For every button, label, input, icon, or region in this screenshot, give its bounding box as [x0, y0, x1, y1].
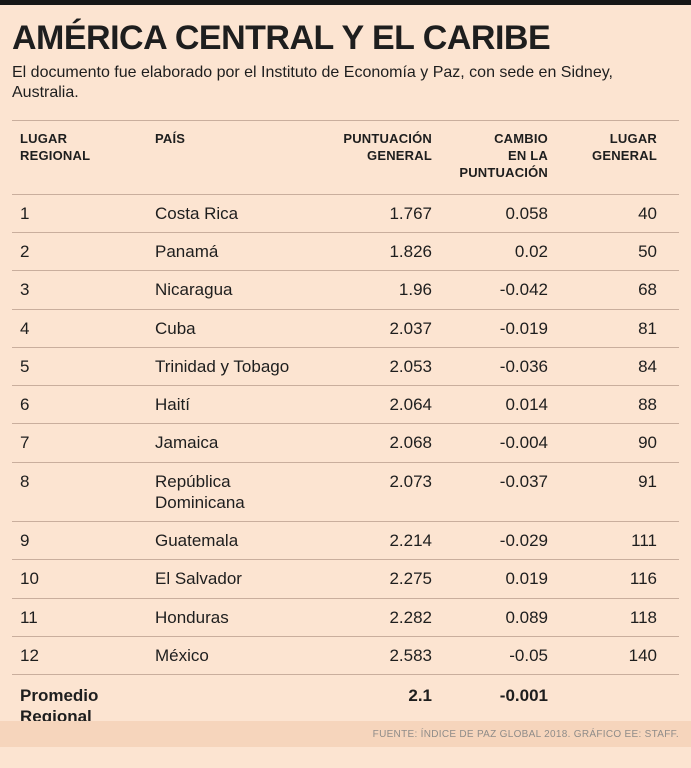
cell-global-rank: 90 [548, 423, 679, 463]
table-row: 8 República Dominicana 2.073 -0.037 91 [12, 462, 679, 523]
header-pais: PAÍS [147, 120, 317, 195]
cell-change: -0.05 [432, 636, 548, 676]
cell-score: 1.826 [317, 232, 432, 272]
table-row: 12 México 2.583 -0.05 140 [12, 636, 679, 676]
cell-global-rank: 84 [548, 347, 679, 387]
cell-global-rank: 140 [548, 636, 679, 676]
cell-change: -0.004 [432, 423, 548, 463]
source-text: FUENTE: ÍNDICE DE PAZ GLOBAL 2018. GRÁFI… [372, 728, 679, 740]
cell-country: Trinidad y Tobago [147, 347, 317, 387]
subtitle: El documento fue elaborado por el Instit… [12, 63, 613, 102]
cell-rank: 4 [12, 309, 147, 348]
cell-country: Costa Rica [147, 194, 317, 234]
source-bar: FUENTE: ÍNDICE DE PAZ GLOBAL 2018. GRÁFI… [0, 721, 691, 747]
header-puntuacion-general: PUNTUACIÓN GENERAL [317, 120, 432, 195]
table-row: 4 Cuba 2.037 -0.019 81 [12, 309, 679, 348]
table-row: 5 Trinidad y Tobago 2.053 -0.036 84 [12, 347, 679, 387]
cell-change: -0.042 [432, 270, 548, 310]
cell-country: Haití [147, 385, 317, 425]
cell-change: 0.02 [432, 232, 548, 272]
cell-change: 0.014 [432, 385, 548, 425]
cell-rank: 9 [12, 521, 147, 561]
cell-global-rank: 40 [548, 194, 679, 234]
cell-change: -0.037 [432, 462, 548, 523]
summary-score: 2.1 [408, 686, 432, 706]
table-row: 11 Honduras 2.282 0.089 118 [12, 598, 679, 637]
table-row: 6 Haití 2.064 0.014 88 [12, 385, 679, 425]
cell-score: 1.767 [317, 194, 432, 234]
table-row: 3 Nicaragua 1.96 -0.042 68 [12, 270, 679, 310]
cell-score: 2.282 [317, 598, 432, 637]
cell-global-rank: 116 [548, 559, 679, 599]
cell-change: -0.036 [432, 347, 548, 387]
cell-global-rank: 81 [548, 309, 679, 348]
cell-score: 2.583 [317, 636, 432, 676]
cell-global-rank: 118 [548, 598, 679, 637]
cell-rank: 7 [12, 423, 147, 463]
cell-country: Panamá [147, 232, 317, 272]
cell-rank: 3 [12, 270, 147, 310]
cell-country: Nicaragua [147, 270, 317, 310]
cell-score: 2.073 [317, 462, 432, 523]
cell-rank: 12 [12, 636, 147, 676]
cell-rank: 11 [12, 598, 147, 637]
table-row: 1 Costa Rica 1.767 0.058 40 [12, 194, 679, 234]
peace-index-table: LUGAR REGIONAL PAÍS PUNTUACIÓN GENERAL C… [12, 120, 679, 737]
cell-score: 2.053 [317, 347, 432, 387]
cell-country: Jamaica [147, 423, 317, 463]
cell-global-rank: 91 [548, 462, 679, 523]
cell-change: 0.058 [432, 194, 548, 234]
top-rule [0, 0, 691, 5]
cell-change: -0.029 [432, 521, 548, 561]
cell-change: 0.089 [432, 598, 548, 637]
summary-change: -0.001 [499, 686, 548, 706]
cell-country: Cuba [147, 309, 317, 348]
cell-global-rank: 50 [548, 232, 679, 272]
cell-rank: 10 [12, 559, 147, 599]
cell-rank: 1 [12, 194, 147, 234]
page-title: AMÉRICA CENTRAL Y EL CARIBE [12, 19, 551, 57]
header-cambio-puntuacion: CAMBIO EN LA PUNTUACIÓN [432, 120, 548, 195]
table-row: 9 Guatemala 2.214 -0.029 111 [12, 521, 679, 561]
cell-score: 2.037 [317, 309, 432, 348]
header-lugar-general: LUGAR GENERAL [548, 120, 679, 195]
cell-rank: 6 [12, 385, 147, 425]
cell-global-rank: 111 [548, 521, 679, 561]
cell-score: 2.068 [317, 423, 432, 463]
cell-country: El Salvador [147, 559, 317, 599]
cell-country: Honduras [147, 598, 317, 637]
cell-score: 2.214 [317, 521, 432, 561]
cell-global-rank: 88 [548, 385, 679, 425]
table-row: 7 Jamaica 2.068 -0.004 90 [12, 423, 679, 463]
cell-change: -0.019 [432, 309, 548, 348]
header-lugar-regional: LUGAR REGIONAL [12, 120, 147, 195]
cell-score: 2.275 [317, 559, 432, 599]
cell-change: 0.019 [432, 559, 548, 599]
header-row: LUGAR REGIONAL PAÍS PUNTUACIÓN GENERAL C… [12, 120, 679, 195]
cell-rank: 5 [12, 347, 147, 387]
cell-rank: 8 [12, 462, 147, 523]
cell-global-rank: 68 [548, 270, 679, 310]
cell-score: 1.96 [317, 270, 432, 310]
cell-country: México [147, 636, 317, 676]
cell-rank: 2 [12, 232, 147, 272]
cell-country: Guatemala [147, 521, 317, 561]
cell-score: 2.064 [317, 385, 432, 425]
cell-country: República Dominicana [147, 462, 317, 523]
table-row: 2 Panamá 1.826 0.02 50 [12, 232, 679, 272]
table-row: 10 El Salvador 2.275 0.019 116 [12, 559, 679, 599]
